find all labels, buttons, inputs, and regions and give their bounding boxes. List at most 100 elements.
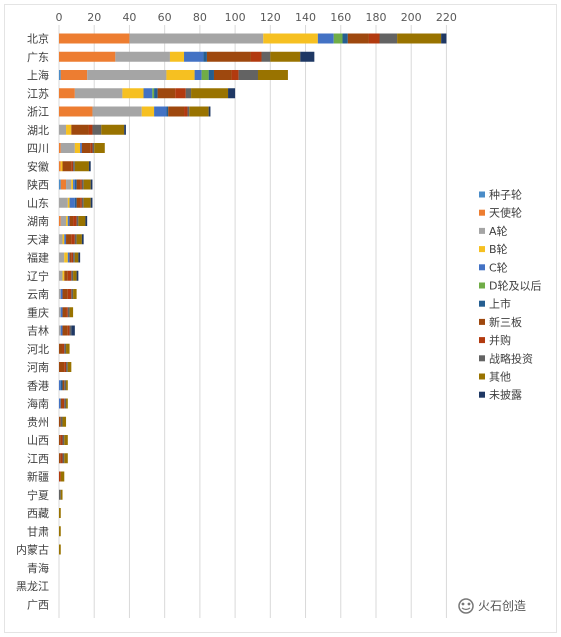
bar-segment bbox=[185, 88, 192, 99]
category-label: 湖北 bbox=[27, 124, 49, 137]
bar-segment bbox=[59, 453, 61, 464]
bar-segment bbox=[59, 252, 65, 263]
bar-segment bbox=[66, 307, 68, 318]
bar-segment bbox=[59, 270, 63, 281]
legend-swatch bbox=[479, 227, 485, 234]
bar-segment bbox=[74, 161, 89, 172]
bar-segment bbox=[74, 252, 79, 263]
bar-segment bbox=[71, 289, 74, 299]
bar-segment bbox=[166, 70, 195, 80]
bar-segment bbox=[76, 197, 81, 208]
bar-segment bbox=[67, 307, 70, 318]
category-label: 福建 bbox=[27, 251, 49, 265]
chart-frame bbox=[4, 4, 557, 633]
bar-segment bbox=[64, 435, 68, 445]
bar-segment bbox=[62, 289, 68, 299]
bar-segment bbox=[74, 143, 81, 153]
bar-segment bbox=[59, 161, 61, 172]
x-tick-label: 80 bbox=[193, 11, 207, 24]
bar-segment bbox=[59, 51, 116, 62]
bar-segment bbox=[64, 252, 68, 263]
bar-segment bbox=[92, 124, 102, 135]
bar-segment bbox=[60, 70, 88, 80]
category-label: 黑龙江 bbox=[16, 580, 49, 593]
bar-segment bbox=[66, 362, 68, 372]
x-tick-label: 200 bbox=[401, 11, 422, 24]
bar-segment bbox=[59, 471, 61, 482]
category-label: 宁夏 bbox=[27, 488, 49, 502]
legend-label: 新三板 bbox=[489, 315, 522, 329]
bar-segment bbox=[250, 51, 262, 62]
category-label: 甘肃 bbox=[27, 525, 49, 538]
legend-swatch bbox=[479, 191, 485, 198]
bar-segment bbox=[83, 197, 91, 208]
category-label: 广西 bbox=[27, 598, 49, 611]
bar-segment bbox=[203, 51, 207, 62]
category-label: 四川 bbox=[27, 142, 49, 155]
bar-segment bbox=[69, 307, 74, 318]
bar-segment bbox=[101, 124, 125, 135]
bar-segment bbox=[71, 252, 74, 263]
legend-swatch bbox=[479, 337, 485, 344]
bar-segment bbox=[92, 106, 142, 117]
bar-segment bbox=[238, 70, 258, 80]
bar-segment bbox=[67, 197, 70, 208]
bar-segment bbox=[74, 234, 77, 245]
bar-segment bbox=[152, 88, 155, 99]
category-label: 河南 bbox=[27, 361, 49, 374]
bar-segment bbox=[92, 143, 95, 153]
bar-segment bbox=[67, 289, 72, 299]
bars bbox=[59, 33, 447, 555]
category-label: 天津 bbox=[27, 233, 49, 246]
bar-segment bbox=[85, 216, 88, 226]
bar-segment bbox=[81, 234, 84, 245]
bar-segment bbox=[81, 197, 84, 208]
bar-segment bbox=[166, 106, 169, 117]
watermark: 火石创造 bbox=[458, 598, 526, 614]
category-label: 安徽 bbox=[27, 159, 49, 173]
bar-segment bbox=[129, 33, 264, 44]
bar-segment bbox=[261, 51, 271, 62]
bar-segment bbox=[60, 416, 63, 427]
x-tick-label: 120 bbox=[260, 11, 281, 24]
bar-segment bbox=[83, 179, 91, 190]
bar-segment bbox=[194, 70, 202, 80]
bar-segment bbox=[379, 33, 398, 44]
bar-segment bbox=[62, 380, 65, 391]
bar-segment bbox=[88, 124, 93, 135]
bar-segment bbox=[66, 343, 70, 354]
bar-segment bbox=[76, 234, 82, 245]
bar-segment bbox=[81, 143, 91, 153]
legend-swatch bbox=[479, 246, 485, 253]
legend-swatch bbox=[479, 355, 485, 362]
bar-segment bbox=[115, 51, 170, 62]
bar-segment bbox=[71, 234, 75, 245]
bar-segment bbox=[208, 70, 214, 80]
bar-segment bbox=[333, 33, 343, 44]
bar-segment bbox=[60, 398, 63, 409]
bar-segment bbox=[69, 325, 72, 336]
bar-segment bbox=[66, 380, 68, 391]
bar-segment bbox=[154, 106, 167, 117]
legend-label: B轮 bbox=[489, 242, 508, 256]
legend-label: 并购 bbox=[489, 333, 511, 347]
x-tick-label: 40 bbox=[122, 11, 136, 24]
category-label: 香港 bbox=[27, 379, 49, 392]
bar-segment bbox=[62, 307, 67, 318]
x-tick-label: 0 bbox=[56, 11, 63, 24]
bar-segment bbox=[66, 398, 68, 409]
bar-segment bbox=[64, 234, 67, 245]
bar-segment bbox=[62, 234, 65, 245]
bar-segment bbox=[169, 51, 185, 62]
category-label: 云南 bbox=[27, 288, 49, 301]
x-tick-label: 20 bbox=[87, 11, 101, 24]
bar-segment bbox=[60, 289, 63, 299]
bar-segment bbox=[73, 252, 75, 263]
category-label: 辽宁 bbox=[27, 269, 49, 283]
category-label: 山东 bbox=[27, 197, 49, 210]
category-label: 广东 bbox=[27, 51, 49, 64]
bar-segment bbox=[90, 179, 93, 190]
bar-segment bbox=[73, 289, 77, 299]
bar-segment bbox=[59, 33, 130, 44]
